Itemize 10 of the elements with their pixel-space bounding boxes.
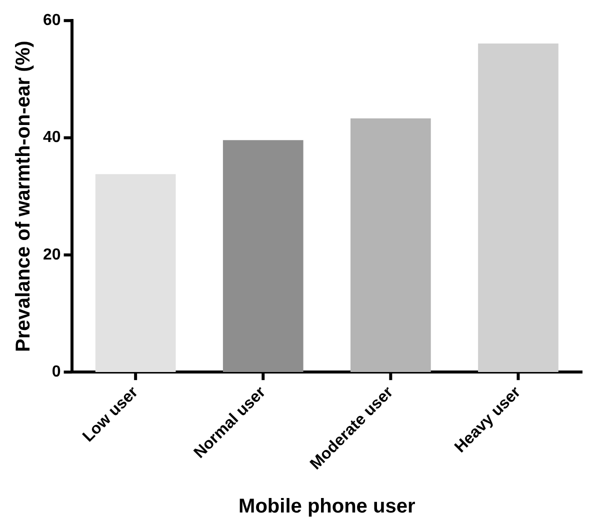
y-axis-title: Prevalance of warmth-on-ear (%): [12, 40, 35, 352]
x-axis-title: Mobile phone user: [238, 496, 416, 518]
y-tick-label: 0: [52, 363, 61, 380]
bar: [222, 140, 304, 372]
bar: [350, 118, 431, 372]
y-tick-label: 40: [43, 129, 61, 146]
y-tick-label: 20: [43, 246, 61, 264]
bar: [95, 174, 176, 372]
y-tick-label: 60: [43, 12, 61, 30]
bar: [478, 43, 558, 372]
